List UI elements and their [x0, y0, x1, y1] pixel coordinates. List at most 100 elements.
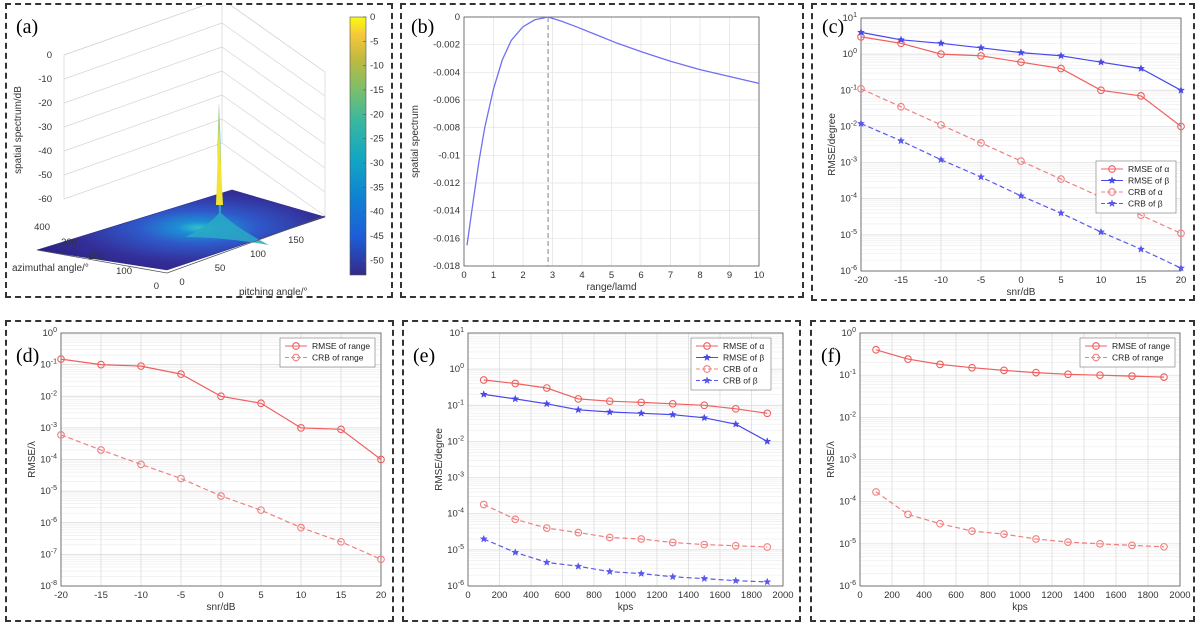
- x-tick-label: 0: [461, 270, 466, 281]
- data-point: [574, 395, 583, 403]
- y-tick-label: 10-5: [839, 538, 856, 550]
- y-tick-label: 10-4: [40, 454, 57, 466]
- y-tick-label: 100: [842, 327, 857, 339]
- x-tick-label: 200: [884, 590, 900, 601]
- data-point: [1064, 538, 1072, 546]
- colorbar-tick-label: -25: [370, 134, 384, 145]
- panel-label: (b): [411, 16, 434, 38]
- colorbar-tick-label: -30: [370, 158, 384, 169]
- data-point: [700, 413, 709, 422]
- x-tick-label: 1800: [741, 590, 762, 601]
- x-tick-label: 15: [336, 590, 347, 601]
- data-point: [1017, 58, 1025, 67]
- surface-base: [36, 189, 327, 271]
- z-gridline: [221, 70, 326, 145]
- y-axis-label: pitching angle/°: [239, 287, 308, 296]
- legend-label: CRB of α: [1128, 187, 1163, 197]
- x-tick-label: 1600: [709, 590, 730, 601]
- x-axis-label: snr/dB: [1007, 287, 1036, 298]
- data-point: [637, 569, 646, 578]
- x-tick-label: 0: [154, 281, 159, 292]
- y-axis-label: RMSE/degree: [827, 113, 838, 176]
- panel-label: (d): [16, 345, 39, 367]
- data-point: [977, 51, 985, 60]
- data-point: [1128, 372, 1136, 380]
- colorbar-tick-label: -45: [370, 231, 384, 242]
- legend-marker: [292, 353, 300, 362]
- z-gridline: [63, 46, 223, 104]
- series-line: [860, 123, 1182, 269]
- data-point: [479, 376, 488, 384]
- x-tick-label: 5: [1058, 275, 1063, 286]
- x-tick-label: 0: [857, 590, 862, 601]
- x-tick-label: 2: [520, 270, 525, 281]
- data-point: [137, 460, 145, 469]
- legend-box: [690, 337, 772, 391]
- legend-label: RMSE of range: [1112, 341, 1170, 351]
- data-point: [1032, 535, 1040, 543]
- axis-box: [63, 5, 326, 217]
- data-point: [1057, 175, 1065, 183]
- x-tick-label: 4: [579, 270, 584, 281]
- y-tick-label: 101: [450, 327, 465, 339]
- panel-e: (e) 10-6 10-5 10-4 10-3 10-2 10-1 100 101 0 200 40…: [402, 320, 801, 622]
- surface-chart-a: (a) 0 100 200 300 400 0 50 100 150 0 -10 -20 -30 -40 -…: [12, 5, 384, 296]
- data-point: [857, 84, 865, 93]
- y-axis-line: [166, 215, 326, 274]
- data-point: [605, 567, 614, 576]
- legend-label: RMSE of α: [723, 341, 764, 351]
- legend-label: RMSE of β: [723, 353, 764, 363]
- panel-label: (a): [16, 16, 38, 38]
- data-point: [177, 370, 185, 378]
- z-gridline: [63, 5, 207, 56]
- data-point: [1177, 229, 1185, 238]
- legend-label: CRB of range: [312, 353, 364, 363]
- x-tick-label: 200: [88, 251, 104, 262]
- series-1: [872, 345, 1168, 381]
- data-point: [1016, 48, 1026, 57]
- x-tick-label: 600: [555, 590, 571, 601]
- panel-f: (f) 10-6 10-5 10-4 10-3 10-2 10-1 100 0 200 400 60…: [810, 320, 1195, 622]
- x-tick-label: 20: [1176, 275, 1187, 286]
- y-tick-label: 10-1: [839, 369, 856, 381]
- y-tick-label: 10-1: [447, 399, 464, 411]
- y-tick-label: 10-6: [839, 580, 856, 592]
- z-tick-label: -60: [38, 194, 52, 205]
- x-tick-label: -10: [934, 275, 948, 286]
- data-point: [637, 398, 646, 407]
- data-point: [1000, 530, 1008, 538]
- plot-frame: [859, 332, 1181, 587]
- z-gridline: [63, 94, 223, 152]
- y-axis-label: RMSE/λ: [27, 441, 38, 478]
- y-tick-label: -0.014: [433, 206, 460, 217]
- y-tick-label: 100: [43, 327, 58, 339]
- x-tick-label: -10: [134, 590, 148, 601]
- data-point: [297, 523, 305, 532]
- data-point: [1176, 85, 1186, 94]
- data-point: [763, 577, 772, 586]
- data-point: [668, 538, 677, 547]
- x-tick-label: 1400: [678, 590, 699, 601]
- x-tick-label: 15: [1136, 275, 1147, 286]
- data-point: [856, 28, 866, 36]
- x-axis-label: kps: [1012, 602, 1028, 613]
- data-point: [1096, 227, 1106, 236]
- colorbar-tick-label: -50: [370, 255, 384, 266]
- x-tick-label: -20: [54, 590, 68, 601]
- legend-label: RMSE of β: [1128, 176, 1169, 186]
- y-tick-label: 10-2: [447, 435, 464, 447]
- y-tick-label: 10-2: [840, 120, 857, 132]
- legend-marker: [703, 365, 711, 373]
- x-tick-label: 9: [727, 270, 732, 281]
- y-tick-label: 10-7: [40, 548, 57, 560]
- data-point: [337, 537, 345, 546]
- y-tick-label: -0.006: [433, 95, 460, 106]
- y-tick-label: 10-3: [839, 454, 856, 466]
- z-tick-label: -40: [38, 146, 52, 157]
- legend-label: RMSE of α: [1128, 164, 1169, 174]
- data-point: [574, 405, 583, 414]
- x-tick-label: 5: [609, 270, 614, 281]
- colorbar-tick-label: -20: [370, 109, 384, 120]
- y-tick-label: 10-5: [447, 544, 464, 556]
